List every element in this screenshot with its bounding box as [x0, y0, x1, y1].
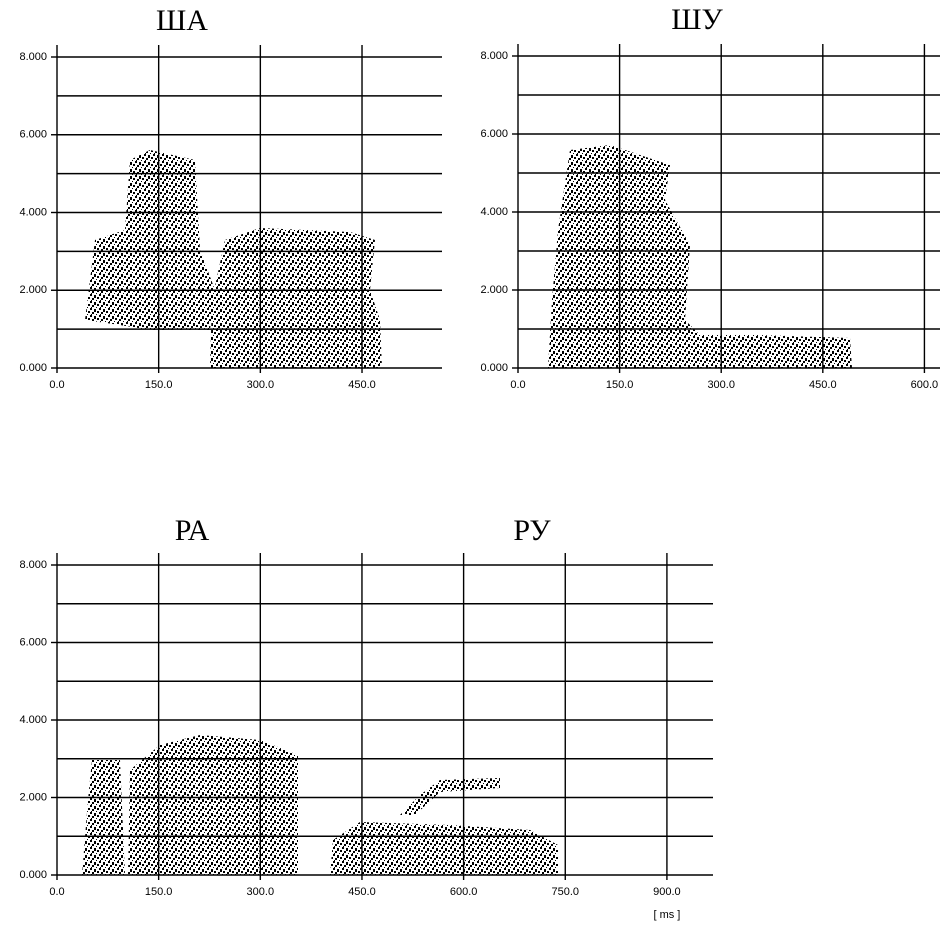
y-tick-label: 8.000: [19, 559, 47, 571]
y-tick-label: 8.000: [480, 50, 508, 62]
x-tick-label: 750.0: [551, 886, 579, 898]
y-tick-label: 0.000: [480, 362, 508, 374]
chart-title: РУ: [513, 514, 551, 547]
y-tick-label: 4.000: [19, 206, 47, 218]
x-tick-label: 300.0: [247, 379, 275, 391]
y-tick-label: 4.000: [480, 206, 508, 218]
y-tick-label: 8.000: [19, 51, 47, 63]
chart-title: ШУ: [671, 3, 723, 36]
x-tick-label: 600.0: [450, 886, 478, 898]
x-axis-label: [ ms ]: [653, 909, 680, 921]
x-tick-label: 0.0: [49, 886, 64, 898]
y-tick-label: 6.000: [480, 128, 508, 140]
x-tick-label: 150.0: [145, 886, 173, 898]
chart-title: РА: [175, 514, 210, 547]
x-tick-label: 450.0: [348, 886, 376, 898]
x-tick-label: 300.0: [707, 379, 735, 391]
y-tick-label: 0.000: [19, 869, 47, 881]
x-tick-label: 150.0: [145, 379, 173, 391]
x-tick-label: 150.0: [606, 379, 634, 391]
chart-title: ША: [156, 4, 208, 37]
x-tick-label: 0.0: [510, 379, 525, 391]
x-tick-label: 450.0: [348, 379, 376, 391]
x-tick-label: 450.0: [809, 379, 837, 391]
y-tick-label: 6.000: [19, 636, 47, 648]
y-tick-label: 0.000: [19, 362, 47, 374]
y-tick-label: 2.000: [19, 791, 47, 803]
y-tick-label: 4.000: [19, 714, 47, 726]
y-tick-label: 6.000: [19, 129, 47, 141]
x-tick-label: 600.0: [911, 379, 939, 391]
x-tick-label: 900.0: [653, 886, 681, 898]
x-tick-label: 300.0: [247, 886, 275, 898]
y-tick-label: 2.000: [480, 284, 508, 296]
spectrogram-texture: [82, 145, 852, 875]
y-tick-label: 2.000: [19, 284, 47, 296]
x-tick-label: 0.0: [49, 379, 64, 391]
